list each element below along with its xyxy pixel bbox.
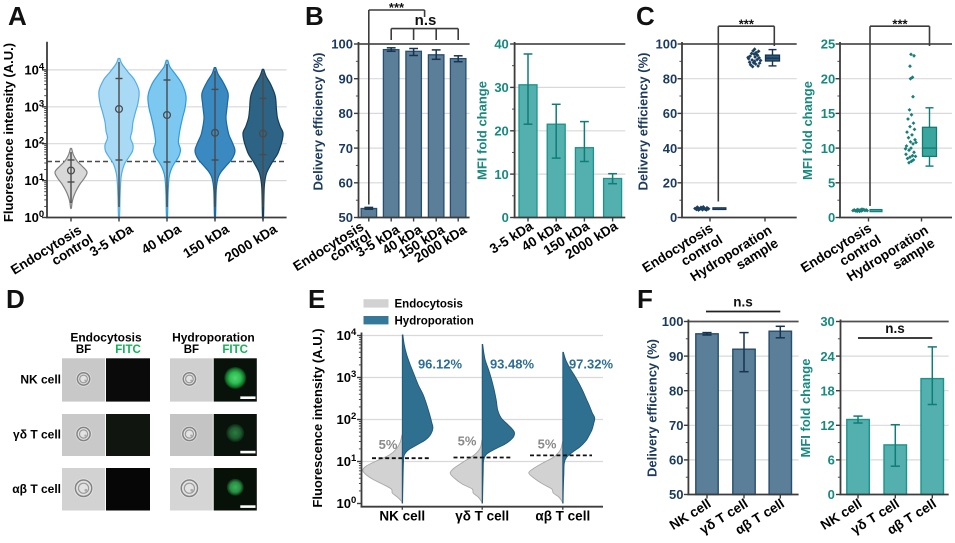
svg-text:30: 30 [494,80,508,95]
svg-text:20: 20 [821,71,835,86]
svg-text:97.32%: 97.32% [569,357,614,372]
svg-text:0: 0 [828,210,835,225]
svg-text:0: 0 [502,210,509,225]
svg-text:BF: BF [184,344,199,356]
svg-text:90: 90 [339,71,353,86]
svg-text:5%: 5% [379,437,398,452]
svg-text:B: B [305,1,324,31]
svg-text:NK cell: NK cell [20,373,61,387]
svg-text:D: D [6,284,25,314]
svg-text:20: 20 [494,123,508,138]
svg-text:5%: 5% [538,437,557,452]
svg-text:C: C [636,1,655,31]
svg-text:n.s: n.s [415,12,437,29]
svg-text:MFI fold change: MFI fold change [798,359,813,458]
svg-text:15: 15 [821,106,835,121]
svg-text:Fluorescence intensity (A.U.): Fluorescence intensity (A.U.) [1,43,16,222]
svg-text:12: 12 [820,418,834,433]
svg-text:αβ T cell: αβ T cell [12,482,61,496]
svg-text:60: 60 [663,106,677,121]
svg-text:FITC: FITC [222,344,248,356]
svg-text:6: 6 [828,453,835,468]
svg-text:αβ T cell: αβ T cell [535,509,590,524]
svg-text:80: 80 [339,106,353,121]
svg-text:90: 90 [669,349,683,364]
svg-text:80: 80 [669,383,683,398]
svg-text:40: 40 [663,141,677,156]
svg-text:Delivery efficiency (%): Delivery efficiency (%) [636,52,651,190]
svg-text:70: 70 [669,418,683,433]
svg-text:Hydroporation: Hydroporation [395,316,474,328]
svg-text:Delivery efficiency (%): Delivery efficiency (%) [311,52,326,190]
svg-text:MFI fold change: MFI fold change [800,81,815,180]
svg-text:18: 18 [820,383,834,398]
svg-text:30: 30 [820,314,834,329]
svg-text:0: 0 [670,210,677,225]
svg-text:Endocytosis: Endocytosis [70,331,142,345]
svg-text:***: *** [389,0,405,15]
svg-text:BF: BF [76,344,91,356]
svg-text:100: 100 [662,314,684,329]
svg-text:93.48%: 93.48% [490,357,535,372]
svg-text:70: 70 [339,141,353,156]
svg-text:***: *** [892,16,908,31]
svg-text:γδ T cell: γδ T cell [455,509,509,524]
svg-text:50: 50 [669,487,683,502]
svg-text:24: 24 [820,349,835,364]
svg-text:***: *** [739,16,755,31]
svg-text:10: 10 [821,141,835,156]
svg-text:NK cell: NK cell [379,509,425,524]
svg-text:20: 20 [663,176,677,191]
svg-text:10: 10 [494,167,508,182]
svg-text:E: E [308,284,325,314]
svg-text:100: 100 [331,37,353,52]
svg-text:n.s: n.s [733,295,753,310]
svg-text:96.12%: 96.12% [418,357,463,372]
svg-text:F: F [637,284,653,314]
svg-text:5: 5 [828,176,835,191]
svg-text:0: 0 [828,487,835,502]
svg-text:FITC: FITC [115,344,141,356]
svg-text:A: A [8,1,27,31]
svg-text:Hydroporation: Hydroporation [172,331,255,345]
svg-text:100: 100 [655,37,677,52]
svg-text:MFI fold change: MFI fold change [475,81,490,180]
svg-text:γδ T cell: γδ T cell [13,428,61,442]
svg-text:Endocytosis: Endocytosis [395,299,463,311]
svg-text:Fluorescence intensity (A.U.): Fluorescence intensity (A.U.) [310,328,325,507]
svg-text:5%: 5% [458,434,477,449]
svg-text:n.s: n.s [885,321,905,336]
svg-text:25: 25 [821,37,835,52]
svg-text:60: 60 [339,176,353,191]
svg-text:40: 40 [494,37,508,52]
svg-text:80: 80 [663,71,677,86]
svg-text:50: 50 [339,210,353,225]
svg-text:60: 60 [669,453,683,468]
svg-text:Delivery efficiency (%): Delivery efficiency (%) [645,339,660,477]
